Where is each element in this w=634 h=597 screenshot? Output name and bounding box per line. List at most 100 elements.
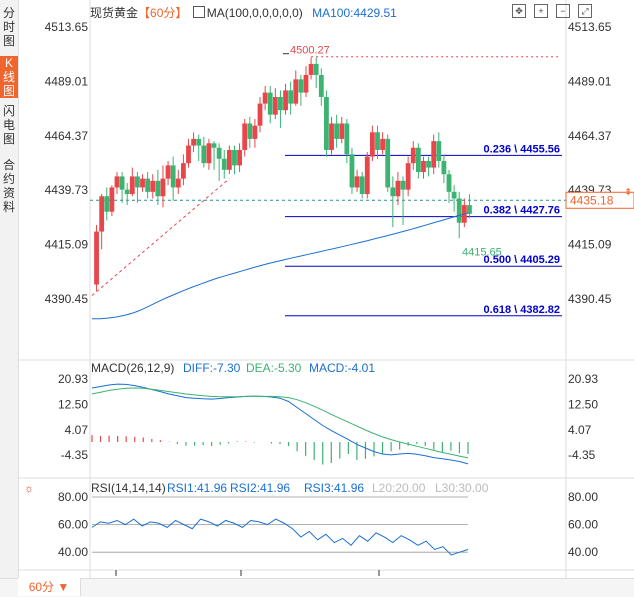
settings-icon: ☼ bbox=[24, 483, 34, 495]
candle-body bbox=[329, 123, 334, 150]
rsi-y-tick-right: 40.00 bbox=[568, 545, 598, 559]
macd-y-tick-right: 4.07 bbox=[568, 423, 592, 437]
y-tick-left: 4439.73 bbox=[45, 183, 89, 197]
candle-body bbox=[206, 143, 212, 164]
y-tick-right: 4464.37 bbox=[568, 129, 612, 143]
rsi-line bbox=[91, 518, 469, 556]
candle-body bbox=[94, 231, 99, 285]
candle-body bbox=[410, 147, 416, 164]
period-select-button[interactable]: 60分 ▼ bbox=[18, 578, 81, 596]
candle-body bbox=[145, 178, 151, 192]
candle-body bbox=[431, 141, 437, 168]
candle-body bbox=[456, 198, 462, 223]
rsi-series-label: L20:20.00 bbox=[372, 481, 426, 495]
current-price-tag bbox=[565, 191, 634, 209]
candle-body bbox=[426, 160, 431, 168]
period-label: 【60分】 bbox=[138, 6, 188, 20]
candle-body bbox=[237, 149, 242, 166]
rsi-series-label: RSI3:41.96 bbox=[304, 481, 364, 495]
candle-body bbox=[99, 196, 105, 232]
x-date-label: 01/06 bbox=[120, 577, 150, 578]
candle-body bbox=[354, 176, 360, 188]
candle-body bbox=[242, 123, 248, 150]
kline-chart[interactable]: 4513.65 4513.65 4489.01 4489.01 4464.37 4464.… bbox=[0, 0, 634, 578]
expand-icon[interactable]: ⤢ bbox=[578, 4, 592, 18]
macd-y-tick-right: -4.35 bbox=[568, 448, 596, 462]
current-price-text: 4435.18 bbox=[570, 193, 614, 207]
fib-label: 0.382 \ 4427.76 bbox=[484, 205, 560, 217]
candle-body bbox=[375, 132, 380, 150]
crosshair-icon[interactable]: ✥ bbox=[512, 4, 526, 18]
low-price-label: 4415.65 bbox=[462, 246, 502, 258]
period-button-label: 60分 bbox=[28, 580, 55, 594]
macd-dea-line bbox=[91, 387, 469, 459]
rsi-series-label: L30:30.00 bbox=[435, 481, 489, 495]
ma100-line bbox=[92, 212, 469, 320]
candle-body bbox=[196, 138, 202, 146]
candle-body bbox=[278, 97, 283, 111]
candle-body bbox=[400, 180, 406, 190]
candle-body bbox=[293, 79, 299, 104]
rsi-series-label: RSI1:41.96 bbox=[167, 481, 227, 495]
tab-contract[interactable]: 合约资料 bbox=[2, 158, 15, 214]
candle-body bbox=[262, 92, 268, 104]
macd-y-tick-right: 12.50 bbox=[568, 398, 598, 412]
x-date-label: 01/07 bbox=[245, 577, 275, 578]
candle-body bbox=[180, 163, 186, 179]
candle-body bbox=[272, 97, 278, 115]
candle-body bbox=[339, 123, 345, 139]
macd-y-tick-left: 20.93 bbox=[58, 372, 88, 386]
y-tick-left: 4464.37 bbox=[45, 129, 89, 143]
rsi-y-tick-right: 60.00 bbox=[568, 518, 598, 532]
candle-body bbox=[359, 176, 365, 195]
y-tick-right: 4489.01 bbox=[568, 75, 612, 89]
tab-lightning[interactable]: 闪电图 bbox=[2, 104, 15, 146]
candle-body bbox=[390, 187, 396, 197]
rsi-y-tick-left: 40.00 bbox=[58, 545, 88, 559]
macd-diff-label: DIFF:-7.30 bbox=[183, 361, 241, 375]
candle-body bbox=[221, 158, 227, 170]
candle-body bbox=[135, 176, 140, 188]
fib-label: 0.236 \ 4455.56 bbox=[484, 143, 560, 155]
zoom-in-icon[interactable]: + bbox=[534, 4, 548, 18]
candle-body bbox=[451, 191, 457, 199]
tab-kline[interactable]: K线图 bbox=[0, 56, 18, 98]
candle-body bbox=[252, 125, 258, 139]
chart-header: 现货黄金【60分】 MA(100,0,0,0,0,0) MA100:4429.5… bbox=[90, 4, 397, 21]
candle-body bbox=[186, 145, 191, 164]
ma-label: MA(100,0,0,0,0,0) bbox=[206, 6, 303, 20]
candle-body bbox=[211, 143, 217, 148]
candle-body bbox=[467, 205, 472, 214]
candle-body bbox=[344, 123, 350, 155]
ma-toggle-icon[interactable] bbox=[192, 6, 205, 18]
y-tick-right: 4415.09 bbox=[568, 238, 612, 252]
rsi-title: RSI(14,14,14) bbox=[91, 481, 166, 495]
candle-body bbox=[313, 63, 319, 75]
candle-body bbox=[150, 180, 156, 192]
tab-timeshare[interactable]: 分时图 bbox=[2, 6, 15, 48]
sidebar: 分时图 K线图 闪电图 合约资料 bbox=[0, 0, 19, 578]
candle-body bbox=[247, 123, 253, 139]
macd-y-tick-left: -4.35 bbox=[61, 448, 89, 462]
candle-body bbox=[385, 138, 391, 188]
candle-body bbox=[334, 123, 340, 139]
candle-body bbox=[303, 74, 309, 93]
candle-body bbox=[226, 149, 232, 170]
candle-body bbox=[446, 174, 452, 192]
y-tick-right: 4513.65 bbox=[568, 20, 612, 34]
candle-body bbox=[119, 176, 125, 190]
candle-body bbox=[114, 176, 120, 188]
rsi-y-tick-left: 80.00 bbox=[58, 490, 88, 504]
y-tick-left: 4513.65 bbox=[45, 20, 89, 34]
candle-body bbox=[288, 90, 294, 104]
candle-body bbox=[109, 187, 115, 212]
zoom-out-icon[interactable]: − bbox=[556, 4, 570, 18]
candle-body bbox=[421, 160, 426, 172]
macd-y-tick-right: 20.93 bbox=[568, 372, 598, 386]
rsi-series-label: RSI2:41.96 bbox=[230, 481, 290, 495]
macd-title: MACD(26,12,9) bbox=[91, 361, 174, 375]
candle-body bbox=[436, 141, 442, 161]
macd-y-tick-left: 4.07 bbox=[65, 423, 89, 437]
candle-body bbox=[104, 196, 110, 212]
macd-dea-label: DEA:-5.30 bbox=[246, 361, 302, 375]
